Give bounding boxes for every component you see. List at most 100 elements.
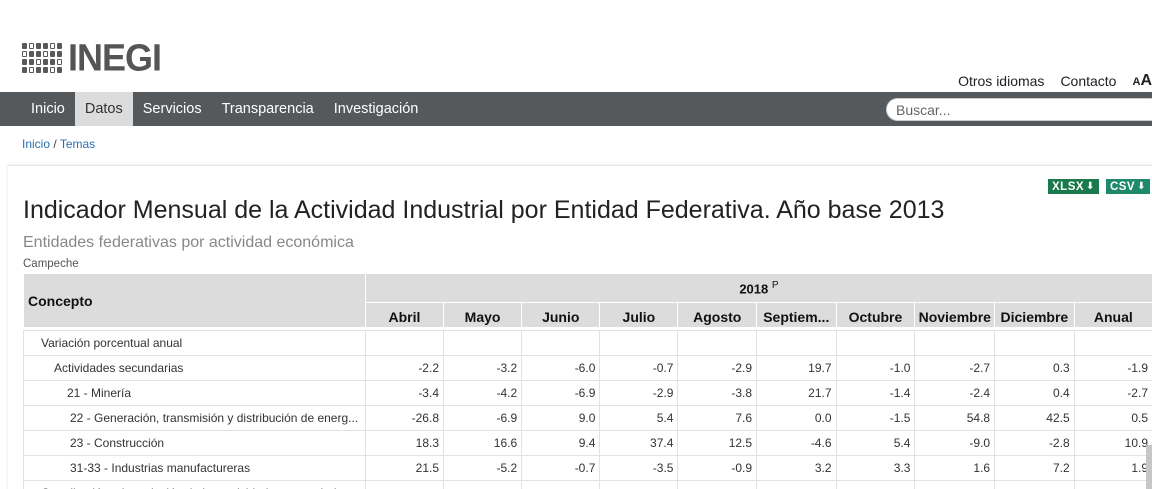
table-cell <box>994 480 1075 489</box>
table-cell: 0.3 <box>994 355 1075 381</box>
breadcrumb-home-link[interactable]: Inicio <box>22 137 51 151</box>
download-icon: ⬇ <box>1086 181 1095 192</box>
table-cell <box>994 330 1075 356</box>
row-label: 22 - Generación, transmisión y distribuc… <box>23 405 366 431</box>
nav-item-inicio[interactable]: Inicio <box>31 101 65 117</box>
entity-label: Campeche <box>23 258 79 270</box>
table-cell <box>599 330 679 356</box>
table-cell <box>1073 480 1152 489</box>
breadcrumb-separator: / <box>53 137 57 151</box>
table-cell: 7.2 <box>994 455 1075 481</box>
logo-text: INEGI <box>68 35 162 79</box>
month-header[interactable]: Julio <box>599 302 679 328</box>
breadcrumb-temas-link[interactable]: Temas <box>59 137 96 151</box>
row-label: 31-33 - Industrias manufactureras <box>23 455 366 481</box>
row-label: 21 - Minería <box>23 380 366 406</box>
main-navbar: Inicio Datos Servicios Transparencia Inv… <box>0 92 1152 126</box>
table-cell: 9.4 <box>521 430 601 456</box>
table-cell: -9.0 <box>914 430 996 456</box>
table-cell: -3.2 <box>442 355 523 381</box>
table-cell <box>756 480 837 489</box>
table-cell: 3.3 <box>835 455 916 481</box>
nav-item-transparencia[interactable]: Transparencia <box>221 101 314 117</box>
page-subtitle: Entidades federativas por actividad econ… <box>23 234 354 251</box>
xlsx-download-button[interactable]: XLSX ⬇ <box>1048 179 1099 194</box>
row-label: 23 - Construcción <box>23 430 366 456</box>
download-buttons: XLSX ⬇ CSV ⬇ <box>1048 179 1150 194</box>
table-cell: 54.8 <box>914 405 996 431</box>
table-cell <box>914 330 996 356</box>
table-cell <box>521 330 601 356</box>
table-cell <box>364 480 445 489</box>
table-cell: 42.5 <box>994 405 1075 431</box>
table-cell: 0.5 <box>1073 405 1152 431</box>
font-size-toggle[interactable]: AA <box>1132 72 1152 89</box>
table-row: 31-33 - Industrias manufactureras 21.5 -5.… <box>23 455 1152 481</box>
nav-item-servicios[interactable]: Servicios <box>142 101 202 117</box>
month-header[interactable]: Agosto <box>677 302 758 328</box>
data-table: Concepto 2018 P Abril Mayo Junio Julio Agost… <box>23 273 1152 489</box>
month-header[interactable]: Diciembre <box>994 302 1075 328</box>
table-cell <box>521 480 601 489</box>
table-row: Variación porcentual anual <box>23 330 1152 356</box>
table-row: 23 - Construcción 18.3 16.6 9.4 37.4 12.5 -4.6… <box>23 430 1152 456</box>
xlsx-label: XLSX <box>1052 180 1085 193</box>
month-header[interactable]: Mayo <box>442 302 523 328</box>
table-cell: -4.2 <box>442 380 523 406</box>
table-cell <box>1073 330 1152 356</box>
table-cell <box>835 480 916 489</box>
table-cell: -2.8 <box>994 430 1075 456</box>
table-cell: -2.4 <box>914 380 996 406</box>
csv-label: CSV <box>1109 180 1136 193</box>
table-row: Actividades secundarias -2.2 -3.2 -6.0 -0.7-… <box>23 355 1152 381</box>
table-cell: -0.7 <box>599 355 679 381</box>
month-header[interactable]: Noviembre <box>914 302 996 328</box>
month-header[interactable]: Abril <box>364 302 445 328</box>
table-cell: 7.6 <box>677 405 758 431</box>
table-cell <box>599 480 679 489</box>
table-cell: -1.9 <box>1073 355 1152 381</box>
inegi-logo[interactable]: INEGI <box>22 35 162 79</box>
table-cell: -2.7 <box>914 355 996 381</box>
table-cell: 10.9 <box>1073 430 1152 456</box>
contact-link[interactable]: Contacto <box>1060 73 1117 89</box>
breadcrumb: Inicio / Temas <box>22 137 95 151</box>
month-header[interactable]: Septiem... <box>756 302 837 328</box>
csv-download-button[interactable]: CSV ⬇ <box>1105 179 1150 194</box>
table-cell: 9.0 <box>521 405 601 431</box>
table-cell: 5.4 <box>835 430 916 456</box>
table-cell: 37.4 <box>599 430 679 456</box>
table-cell: -2.9 <box>599 380 679 406</box>
table-cell: 0.0 <box>756 405 837 431</box>
table-cell: -2.7 <box>1073 380 1152 406</box>
data-table-wrapper: Concepto 2018 P Abril Mayo Junio Julio Agost… <box>23 273 1152 489</box>
other-languages-link[interactable]: Otros idiomas <box>958 73 1045 89</box>
table-scrollbar[interactable] <box>1146 445 1152 489</box>
table-cell <box>835 330 916 356</box>
search-input[interactable] <box>886 98 1152 121</box>
top-links: Otros idiomas Contacto AA <box>958 72 1152 90</box>
page-title: Indicador Mensual de la Actividad Indust… <box>23 196 945 224</box>
table-cell: 1.6 <box>914 455 996 481</box>
table-cell: -1.4 <box>835 380 916 406</box>
month-header[interactable]: Octubre <box>835 302 916 328</box>
table-cell: 19.7 <box>756 355 837 381</box>
table-cell: -6.0 <box>521 355 601 381</box>
month-header[interactable]: Junio <box>521 302 601 328</box>
table-cell: -3.5 <box>599 455 679 481</box>
table-cell: -3.4 <box>364 380 445 406</box>
table-cell: 5.4 <box>599 405 679 431</box>
table-cell: -3.8 <box>677 380 758 406</box>
row-label: Contribución a la variación de las activ… <box>23 480 366 489</box>
month-header[interactable]: Anual <box>1073 302 1152 328</box>
table-cell: -0.7 <box>521 455 601 481</box>
table-cell <box>677 480 758 489</box>
table-cell <box>364 330 445 356</box>
table-cell: 3.2 <box>756 455 837 481</box>
concept-header[interactable]: Concepto <box>23 273 366 328</box>
table-cell <box>914 480 996 489</box>
table-cell: 1.9 <box>1073 455 1152 481</box>
nav-item-investigacion[interactable]: Investigación <box>333 101 419 117</box>
logo-mark-icon <box>22 43 62 73</box>
nav-item-datos[interactable]: Datos <box>74 92 133 126</box>
